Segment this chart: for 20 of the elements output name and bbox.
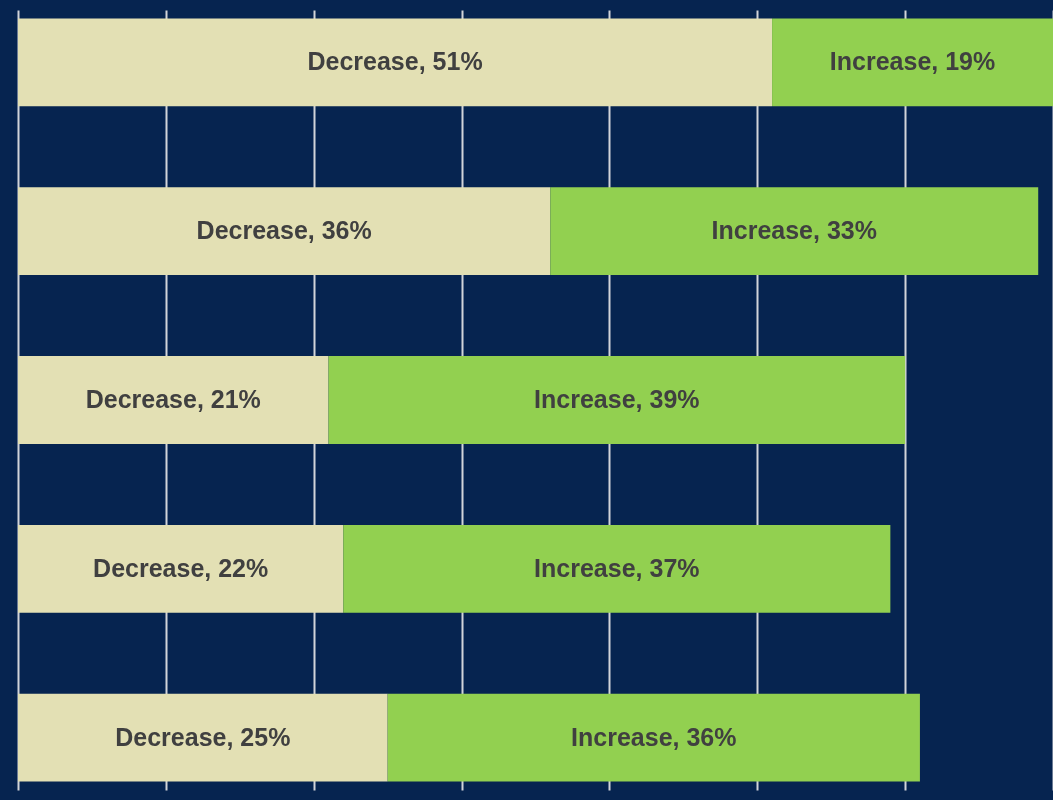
bar — [772, 18, 1053, 107]
bar — [18, 693, 388, 782]
bar — [328, 356, 906, 444]
data-label: Increase, 37% — [534, 553, 700, 582]
bar — [18, 187, 551, 276]
data-label: Increase, 39% — [534, 385, 700, 413]
data-label: Decrease, 21% — [85, 385, 261, 413]
bar — [550, 187, 1039, 276]
data-label: Decrease, 25% — [115, 722, 291, 751]
bar — [343, 524, 891, 613]
data-label: Decrease, 51% — [307, 47, 483, 76]
data-label: Increase, 19% — [829, 47, 996, 76]
data-label: Increase, 36% — [571, 722, 737, 751]
data-label: Increase, 33% — [711, 216, 877, 245]
data-label: Decrease, 36% — [196, 216, 372, 245]
bar — [18, 356, 329, 444]
bar — [18, 524, 344, 613]
bar — [387, 693, 920, 782]
data-label: Decrease, 22% — [93, 553, 269, 582]
bar — [18, 18, 773, 107]
